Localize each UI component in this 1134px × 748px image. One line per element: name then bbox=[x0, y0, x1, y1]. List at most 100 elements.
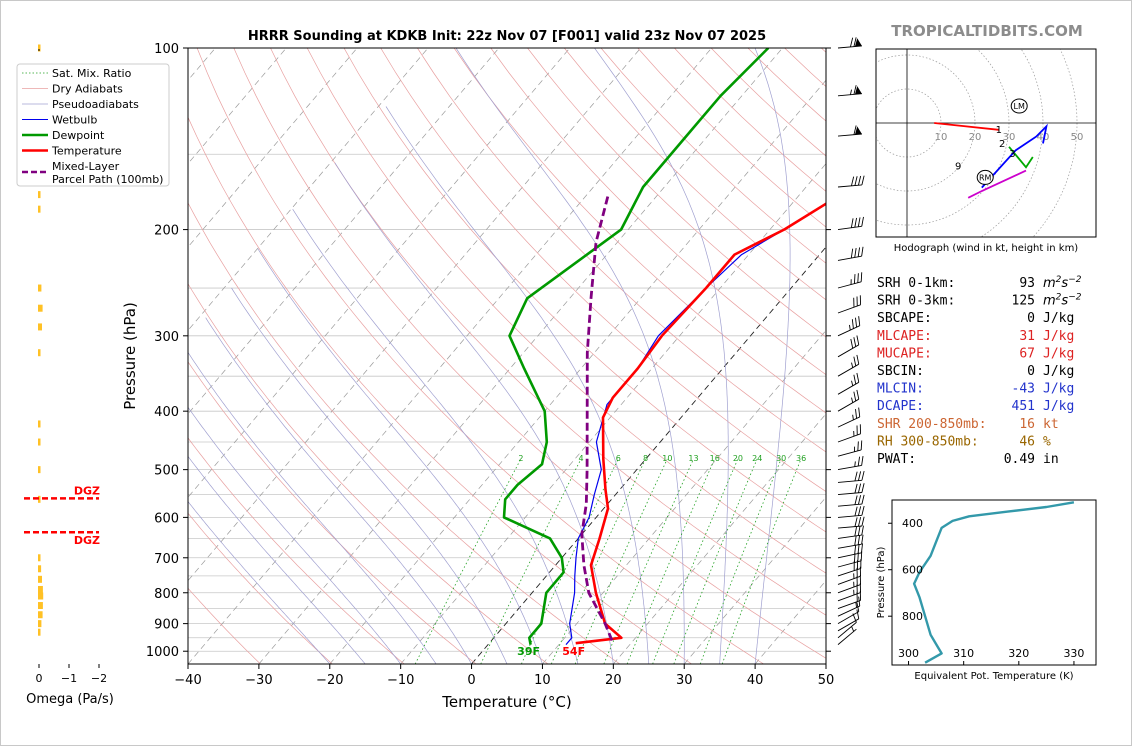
index-label: SBCAPE: bbox=[877, 311, 932, 326]
wind-barb-half bbox=[850, 89, 852, 95]
wind-barb-full bbox=[861, 505, 865, 516]
wind-barb-full bbox=[857, 544, 860, 554]
wind-barb bbox=[837, 543, 863, 559]
isotherm-line bbox=[188, 48, 571, 498]
x-tick-label: −10 bbox=[387, 673, 414, 688]
omega-bar bbox=[38, 438, 41, 446]
hodograph-height-label: 1 bbox=[996, 125, 1002, 136]
omega-bar bbox=[38, 304, 43, 312]
surface-dewpoint-label: 39F bbox=[517, 645, 540, 658]
wind-barb bbox=[837, 626, 857, 645]
legend-label-temperature: Temperature bbox=[51, 145, 122, 158]
index-value: 31 bbox=[1019, 329, 1035, 344]
legend-box bbox=[16, 63, 170, 187]
pseudoadiabat-line bbox=[205, 317, 472, 664]
wind-barb-staff bbox=[837, 534, 862, 539]
wind-barb-full bbox=[860, 551, 863, 561]
mixing-ratio-line bbox=[550, 458, 646, 664]
wind-barb-staff bbox=[837, 611, 860, 624]
wind-barb-full bbox=[856, 372, 860, 383]
wind-barb-full bbox=[854, 517, 858, 527]
index-label: DCAPE: bbox=[877, 399, 924, 414]
x-tick-label: 10 bbox=[534, 673, 551, 688]
theta-e-inner bbox=[912, 501, 1075, 664]
wind-barb-full bbox=[850, 248, 854, 259]
series-wetbulb bbox=[565, 203, 826, 645]
theta-e-x-tick-label: 320 bbox=[1008, 647, 1029, 660]
dry-adiabat-line bbox=[417, 48, 826, 453]
omega-bar bbox=[38, 466, 41, 474]
wind-barb bbox=[837, 372, 860, 395]
wind-barb-full bbox=[853, 125, 857, 135]
wind-barb-full bbox=[861, 216, 864, 227]
mixing-ratio-label: 36 bbox=[796, 454, 806, 463]
index-label: SHR 200-850mb: bbox=[877, 417, 987, 432]
wind-barb-full bbox=[853, 561, 855, 571]
index-label: RH 300-850mb: bbox=[877, 434, 979, 449]
pseudoadiabat-line bbox=[188, 455, 366, 664]
y-tick-label: 900 bbox=[154, 618, 179, 633]
dgz-label: DGZ bbox=[74, 484, 100, 497]
dry-adiabat-line bbox=[453, 48, 826, 414]
wind-barb-full bbox=[850, 37, 854, 48]
theta-e-y-tick-label: 800 bbox=[902, 610, 923, 623]
pseudoadiabat-line bbox=[231, 287, 508, 664]
legend: Sat. Mix. Ratio Dry Adiabats Pseudoadiabat… bbox=[16, 63, 170, 187]
x-tick-label: −20 bbox=[316, 673, 343, 688]
wind-barb-full bbox=[861, 494, 865, 505]
wind-barb-full bbox=[858, 407, 861, 418]
omega-bar bbox=[38, 554, 41, 562]
wind-barb-full bbox=[853, 391, 857, 402]
wind-barb bbox=[837, 85, 862, 97]
theta-e-y-tick-label: 600 bbox=[902, 564, 923, 577]
wind-barb bbox=[837, 505, 865, 518]
pseudoadiabat-line bbox=[257, 248, 543, 664]
wind-barb bbox=[837, 424, 862, 443]
omega-bar bbox=[38, 349, 41, 357]
wind-barb bbox=[837, 596, 861, 617]
index-value: 451 bbox=[1012, 399, 1035, 414]
mixing-ratio-line bbox=[721, 458, 802, 664]
skew-t-axes-frame bbox=[187, 47, 827, 665]
pseudoadiabat-line bbox=[594, 48, 729, 664]
wind-barb-half bbox=[853, 589, 855, 596]
wind-barb-staff bbox=[837, 184, 862, 188]
dry-adiabat-line bbox=[564, 48, 826, 301]
index-value: 93 bbox=[1019, 276, 1035, 291]
wind-barb-full bbox=[854, 176, 858, 186]
index-value: 125 bbox=[1012, 294, 1035, 309]
hodograph-trace bbox=[981, 123, 1048, 189]
wind-barb-full bbox=[850, 218, 854, 228]
wind-barb-full bbox=[856, 296, 858, 307]
wind-barb-full bbox=[861, 525, 864, 536]
wind-barb-full bbox=[856, 389, 860, 400]
hodograph-height-label: 2 bbox=[999, 139, 1005, 150]
wind-barb-full bbox=[851, 176, 855, 186]
index-value: 0.49 bbox=[1004, 452, 1035, 467]
index-value: 16 bbox=[1019, 417, 1035, 432]
mixing-ratio-label: 8 bbox=[643, 454, 648, 463]
wind-barb-full bbox=[861, 534, 864, 545]
wind-barb-full bbox=[853, 274, 856, 284]
index-value: -43 bbox=[1012, 382, 1035, 397]
isotherm-line bbox=[329, 79, 826, 664]
wind-barb-full bbox=[850, 338, 854, 349]
wind-barb-full bbox=[857, 247, 861, 257]
wind-barb-full bbox=[853, 374, 857, 385]
wind-barb bbox=[837, 551, 863, 568]
dry-adiabat-line bbox=[196, 48, 764, 664]
wind-barb-full bbox=[856, 592, 858, 602]
wind-barb-full bbox=[859, 575, 862, 585]
wind-barb bbox=[837, 609, 860, 632]
storm-motion-marker bbox=[1010, 98, 1028, 114]
index-label: SBCIN: bbox=[877, 364, 924, 379]
x-tick-label: −30 bbox=[245, 673, 272, 688]
wind-barb-staff bbox=[837, 479, 862, 483]
omega-tick-label: 0 bbox=[36, 672, 43, 685]
y-tick-label: 200 bbox=[154, 224, 179, 239]
wind-barb-full bbox=[855, 408, 858, 419]
isotherm-line bbox=[188, 48, 500, 415]
wind-barb-full bbox=[861, 455, 864, 466]
wind-barb-staff bbox=[837, 605, 860, 617]
storm-motion-label: LM bbox=[1014, 102, 1025, 111]
